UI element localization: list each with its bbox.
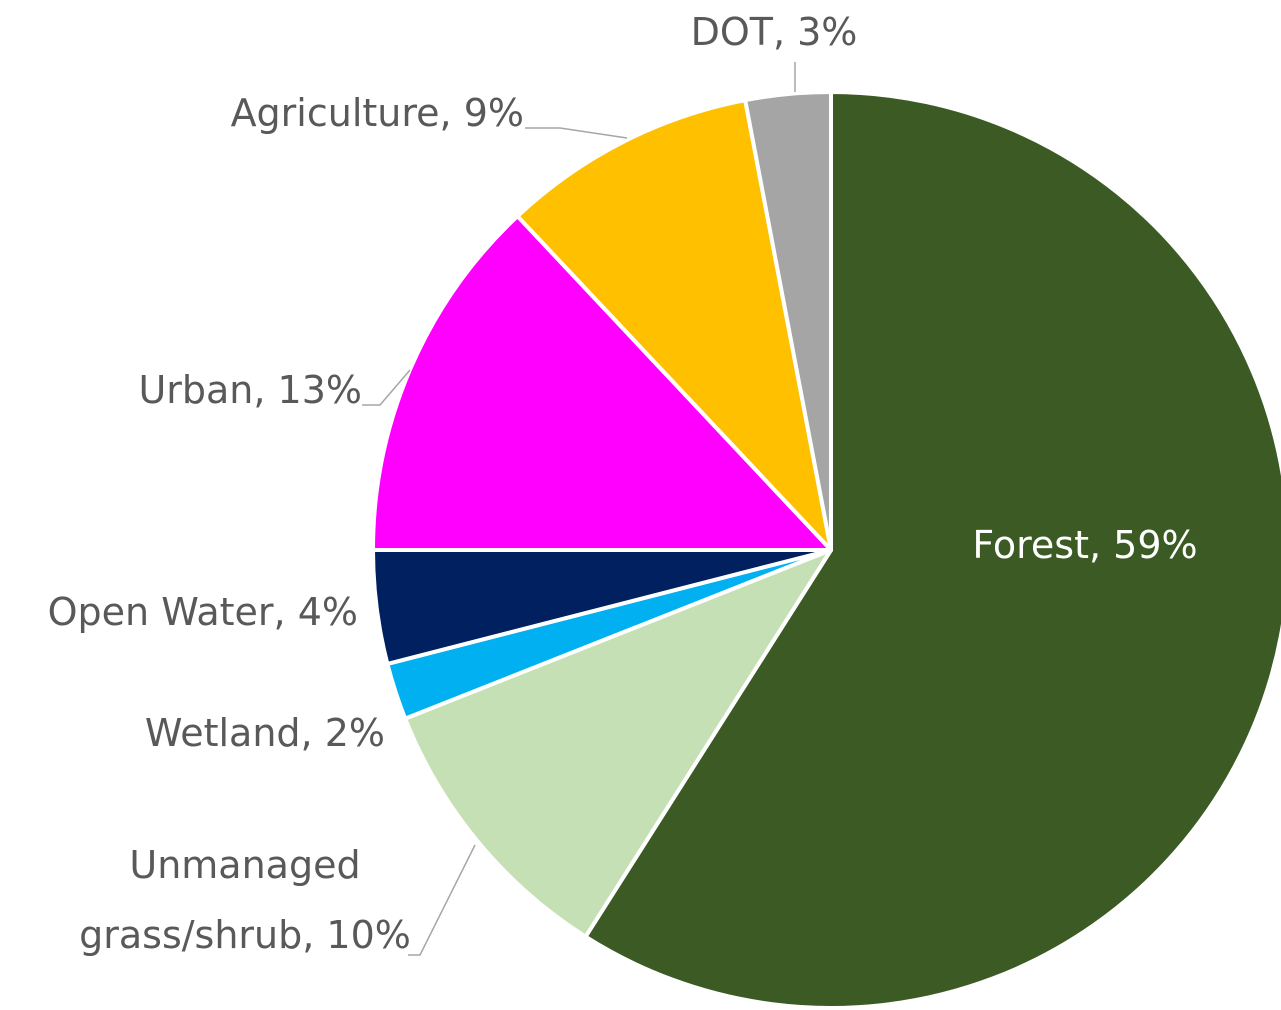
leader-line bbox=[525, 127, 628, 139]
pie-wedge bbox=[515, 98, 833, 552]
data-label: Wetland, 2% bbox=[144, 711, 385, 755]
leader-lines bbox=[362, 62, 796, 956]
data-label: DOT, 3% bbox=[690, 10, 858, 54]
data-label: Urban, 13% bbox=[138, 368, 362, 412]
data-label: Agriculture, 9% bbox=[230, 91, 524, 135]
wedges bbox=[371, 90, 1281, 1010]
data-label: Unmanaged grass/shrub, 10% bbox=[79, 843, 411, 957]
leader-line bbox=[362, 369, 411, 406]
pie-wedge bbox=[743, 90, 833, 552]
data-label: Forest, 59% bbox=[972, 523, 1198, 567]
leader-line bbox=[408, 844, 476, 956]
data-label: Open Water, 4% bbox=[47, 590, 358, 634]
pie-wedge bbox=[371, 214, 833, 552]
pie-wedge bbox=[403, 548, 833, 939]
pie-wedge bbox=[583, 90, 1281, 1010]
